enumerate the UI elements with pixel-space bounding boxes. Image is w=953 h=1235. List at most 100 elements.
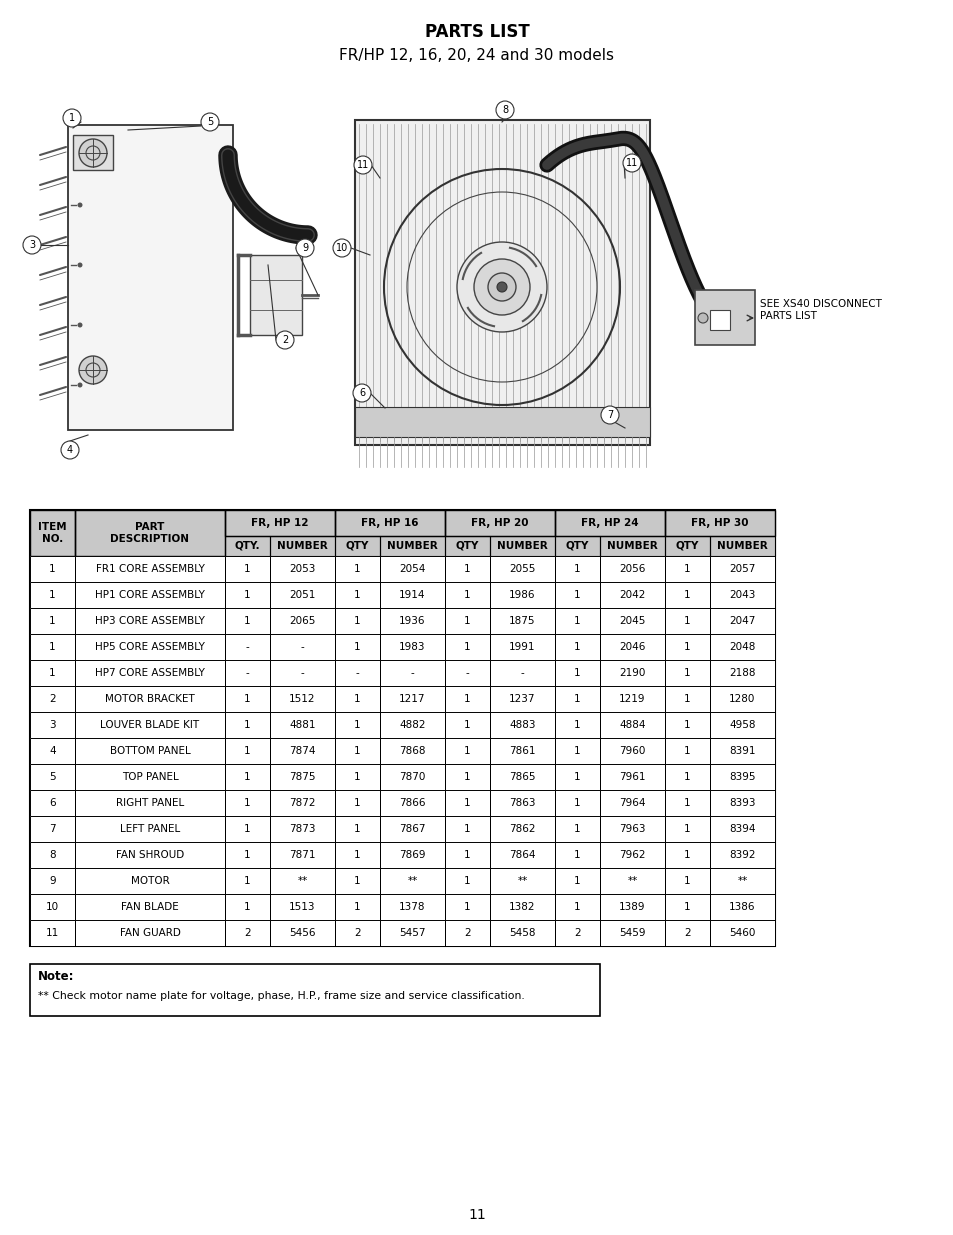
Text: FR, HP 12: FR, HP 12 xyxy=(251,517,309,529)
Bar xyxy=(490,920,555,946)
Text: -: - xyxy=(300,668,304,678)
Text: 1: 1 xyxy=(244,616,251,626)
Bar xyxy=(599,536,664,556)
Bar xyxy=(599,842,664,868)
Text: 1: 1 xyxy=(354,590,360,600)
Bar xyxy=(664,713,709,739)
Text: 2188: 2188 xyxy=(728,668,755,678)
Bar xyxy=(335,764,379,790)
Text: 7963: 7963 xyxy=(618,824,645,834)
Bar xyxy=(599,764,664,790)
Bar xyxy=(75,556,225,582)
Text: 1: 1 xyxy=(683,902,690,911)
Text: 7866: 7866 xyxy=(399,798,425,808)
Bar xyxy=(225,659,270,685)
Bar xyxy=(250,254,302,335)
Bar xyxy=(30,920,75,946)
Bar xyxy=(30,713,774,739)
Bar xyxy=(379,739,444,764)
Bar xyxy=(599,659,664,685)
Bar xyxy=(75,510,225,556)
Text: 6: 6 xyxy=(50,798,56,808)
Text: 1: 1 xyxy=(464,902,471,911)
Text: 5457: 5457 xyxy=(399,927,425,939)
Bar xyxy=(444,920,490,946)
Text: 4: 4 xyxy=(50,746,56,756)
Bar xyxy=(555,685,599,713)
Bar xyxy=(490,659,555,685)
Text: 8: 8 xyxy=(501,105,508,115)
Text: 1378: 1378 xyxy=(399,902,425,911)
Text: 1: 1 xyxy=(354,772,360,782)
Bar xyxy=(599,739,664,764)
Bar xyxy=(490,764,555,790)
Bar xyxy=(30,634,75,659)
Bar xyxy=(270,739,335,764)
Bar xyxy=(30,816,774,842)
Text: 1: 1 xyxy=(50,564,56,574)
Text: 3: 3 xyxy=(50,720,56,730)
Text: 7961: 7961 xyxy=(618,772,645,782)
Text: 1: 1 xyxy=(683,876,690,885)
Text: 1: 1 xyxy=(574,746,580,756)
Bar xyxy=(335,685,379,713)
Text: 1: 1 xyxy=(683,590,690,600)
Bar xyxy=(30,685,75,713)
Text: 2054: 2054 xyxy=(399,564,425,574)
Text: 7875: 7875 xyxy=(289,772,315,782)
Bar xyxy=(379,894,444,920)
Bar xyxy=(555,739,599,764)
Bar xyxy=(379,685,444,713)
Bar xyxy=(225,894,270,920)
Text: 1: 1 xyxy=(683,720,690,730)
Text: 9: 9 xyxy=(50,876,56,885)
Text: PARTS LIST: PARTS LIST xyxy=(424,23,529,41)
Text: 7870: 7870 xyxy=(399,772,425,782)
Circle shape xyxy=(77,203,82,207)
Text: 8391: 8391 xyxy=(728,746,755,756)
Bar xyxy=(30,634,774,659)
Text: 1: 1 xyxy=(354,746,360,756)
Bar xyxy=(555,764,599,790)
Bar xyxy=(555,536,599,556)
Circle shape xyxy=(354,156,372,174)
Text: 1: 1 xyxy=(354,720,360,730)
Text: 7871: 7871 xyxy=(289,850,315,860)
Circle shape xyxy=(497,282,506,291)
Bar xyxy=(444,764,490,790)
Bar xyxy=(270,685,335,713)
Bar xyxy=(599,582,664,608)
Bar xyxy=(490,739,555,764)
Text: 7964: 7964 xyxy=(618,798,645,808)
Bar xyxy=(379,842,444,868)
Bar xyxy=(225,842,270,868)
Circle shape xyxy=(77,383,82,388)
Bar xyxy=(555,582,599,608)
Bar xyxy=(379,556,444,582)
Text: 1: 1 xyxy=(574,720,580,730)
Text: 7960: 7960 xyxy=(618,746,645,756)
Bar xyxy=(270,790,335,816)
Text: LEFT PANEL: LEFT PANEL xyxy=(120,824,180,834)
Bar xyxy=(30,842,75,868)
Bar xyxy=(379,790,444,816)
Bar xyxy=(709,764,774,790)
Circle shape xyxy=(63,109,81,127)
Bar xyxy=(270,608,335,634)
Text: 1: 1 xyxy=(244,746,251,756)
Bar xyxy=(73,135,112,170)
Bar xyxy=(30,868,774,894)
Text: 2053: 2053 xyxy=(289,564,315,574)
Text: 1: 1 xyxy=(464,590,471,600)
Text: -: - xyxy=(520,668,524,678)
Bar xyxy=(599,868,664,894)
Bar xyxy=(555,659,599,685)
Bar xyxy=(664,764,709,790)
Text: 7863: 7863 xyxy=(509,798,536,808)
Text: 1: 1 xyxy=(244,694,251,704)
Bar xyxy=(444,816,490,842)
Bar xyxy=(599,634,664,659)
Bar xyxy=(335,713,379,739)
Text: 1991: 1991 xyxy=(509,642,536,652)
Text: 5458: 5458 xyxy=(509,927,536,939)
